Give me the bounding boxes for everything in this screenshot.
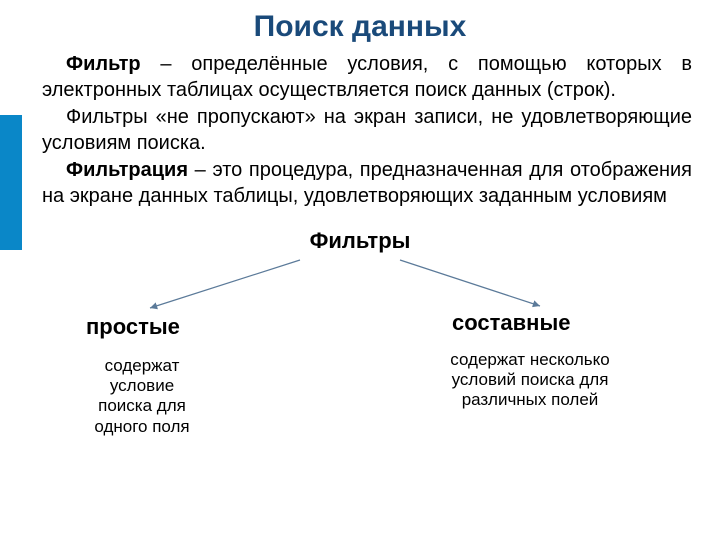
paragraph-1: Фильтр – определённые условия, с помощью…: [42, 52, 692, 103]
term-filter: Фильтр: [66, 53, 141, 75]
page-title: Поиск данных: [0, 0, 720, 52]
term-filtration: Фильтрация: [66, 159, 188, 181]
branch-simple-desc: содержат условие поиска для одного поля: [82, 356, 202, 438]
paragraph-2: Фильтры «не пропускают» на экран записи,…: [42, 105, 692, 156]
branch-compound-desc: содержат несколько условий поиска для ра…: [440, 350, 620, 411]
body-text: Фильтр – определённые условия, с помощью…: [0, 52, 720, 210]
paragraph-3: Фильтрация – это процедура, предназначен…: [42, 158, 692, 209]
filters-diagram: Фильтры простые составные содержат услов…: [0, 228, 720, 448]
branch-simple-label: простые: [86, 314, 180, 340]
line-right: [400, 260, 540, 306]
line-left: [150, 260, 300, 308]
branch-compound-label: составные: [452, 310, 570, 336]
diagram-root: Фильтры: [310, 228, 411, 254]
